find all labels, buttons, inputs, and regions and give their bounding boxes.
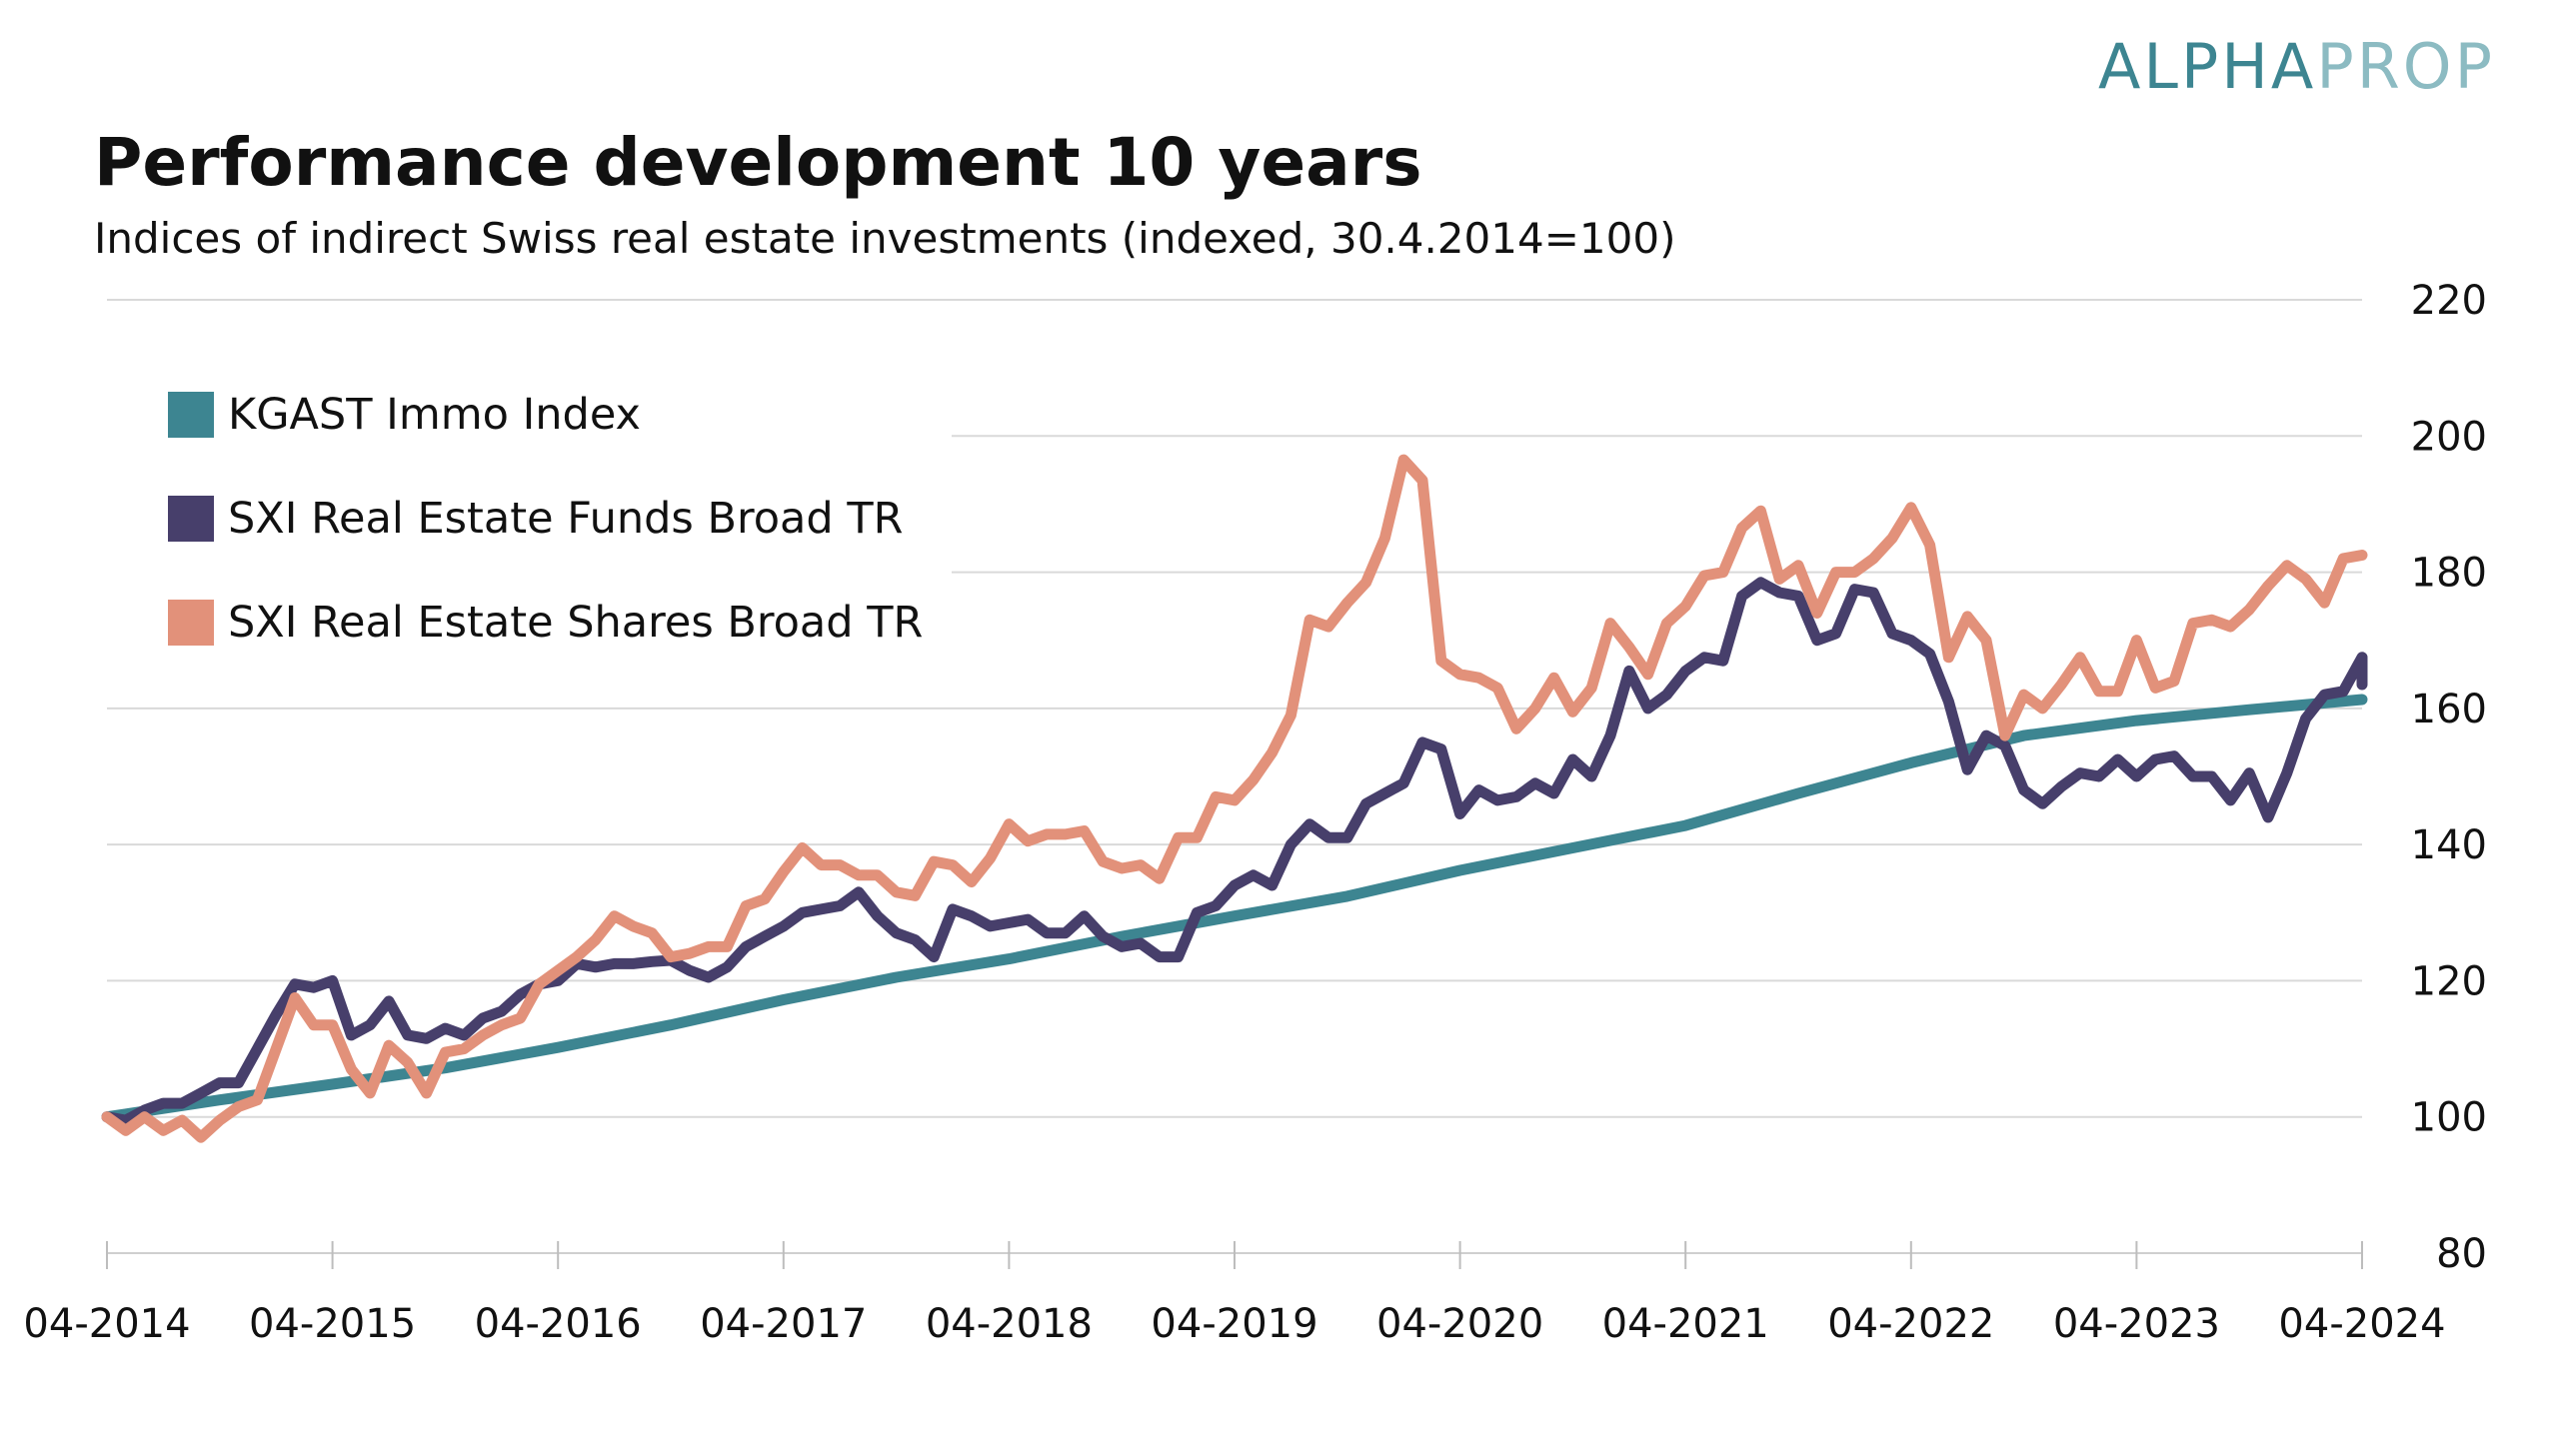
x-axis <box>106 1241 2363 1269</box>
x-tick-label: 04-2017 <box>700 1301 867 1347</box>
y-tick-label: 100 <box>2411 1095 2487 1141</box>
legend-swatch <box>168 392 214 438</box>
y-tick-label: 80 <box>2436 1231 2487 1277</box>
x-tick-label: 04-2020 <box>1376 1301 1543 1347</box>
brand-logo: ALPHAPROP <box>2098 30 2495 103</box>
y-tick-label: 220 <box>2411 278 2487 324</box>
chart-title: Performance development 10 years <box>94 124 1422 201</box>
y-tick-label: 200 <box>2411 414 2487 460</box>
x-axis-labels: 04-2014 04-2015 04-2016 04-2017 04-2018 04-20… <box>23 1301 2445 1347</box>
legend-swatch <box>168 600 214 646</box>
legend-label: SXI Real Estate Funds Broad TR <box>228 494 904 544</box>
logo-part-1: ALPHA <box>2097 30 2317 103</box>
y-tick-label: 120 <box>2411 958 2487 1004</box>
gridlines <box>107 299 2362 1118</box>
x-tick-label: 04-2022 <box>1827 1301 1994 1347</box>
legend-label: KGAST Immo Index <box>228 390 641 440</box>
y-axis-labels: 80 100 120 140 160 180 200 220 <box>2411 278 2487 1277</box>
x-tick-label: 04-2024 <box>2278 1301 2445 1347</box>
y-tick-label: 160 <box>2411 687 2487 732</box>
x-tick-label: 04-2018 <box>926 1301 1093 1347</box>
x-tick-label: 04-2023 <box>2053 1301 2220 1347</box>
legend-swatch <box>168 496 214 542</box>
chart-subtitle: Indices of indirect Swiss real estate in… <box>94 214 1676 263</box>
x-tick-label: 04-2014 <box>23 1301 190 1347</box>
series-lines <box>101 454 2368 1143</box>
legend-background <box>92 368 952 610</box>
x-tick-label: 04-2015 <box>249 1301 416 1347</box>
y-tick-label: 180 <box>2411 551 2487 597</box>
x-tick-label: 04-2021 <box>1602 1301 1769 1347</box>
logo-part-2: PROP <box>2316 30 2495 103</box>
y-tick-label: 140 <box>2411 822 2487 868</box>
x-tick-label: 04-2016 <box>475 1301 642 1347</box>
x-tick-label: 04-2019 <box>1151 1301 1317 1347</box>
legend: KGAST Immo Index SXI Real Estate Funds Br… <box>92 368 952 648</box>
legend-label: SXI Real Estate Shares Broad TR <box>228 598 923 648</box>
series-line-sxi-real-estate-shares-broad-tr <box>101 454 2368 1143</box>
series-line-sxi-real-estate-funds-broad-tr <box>101 577 2368 1126</box>
